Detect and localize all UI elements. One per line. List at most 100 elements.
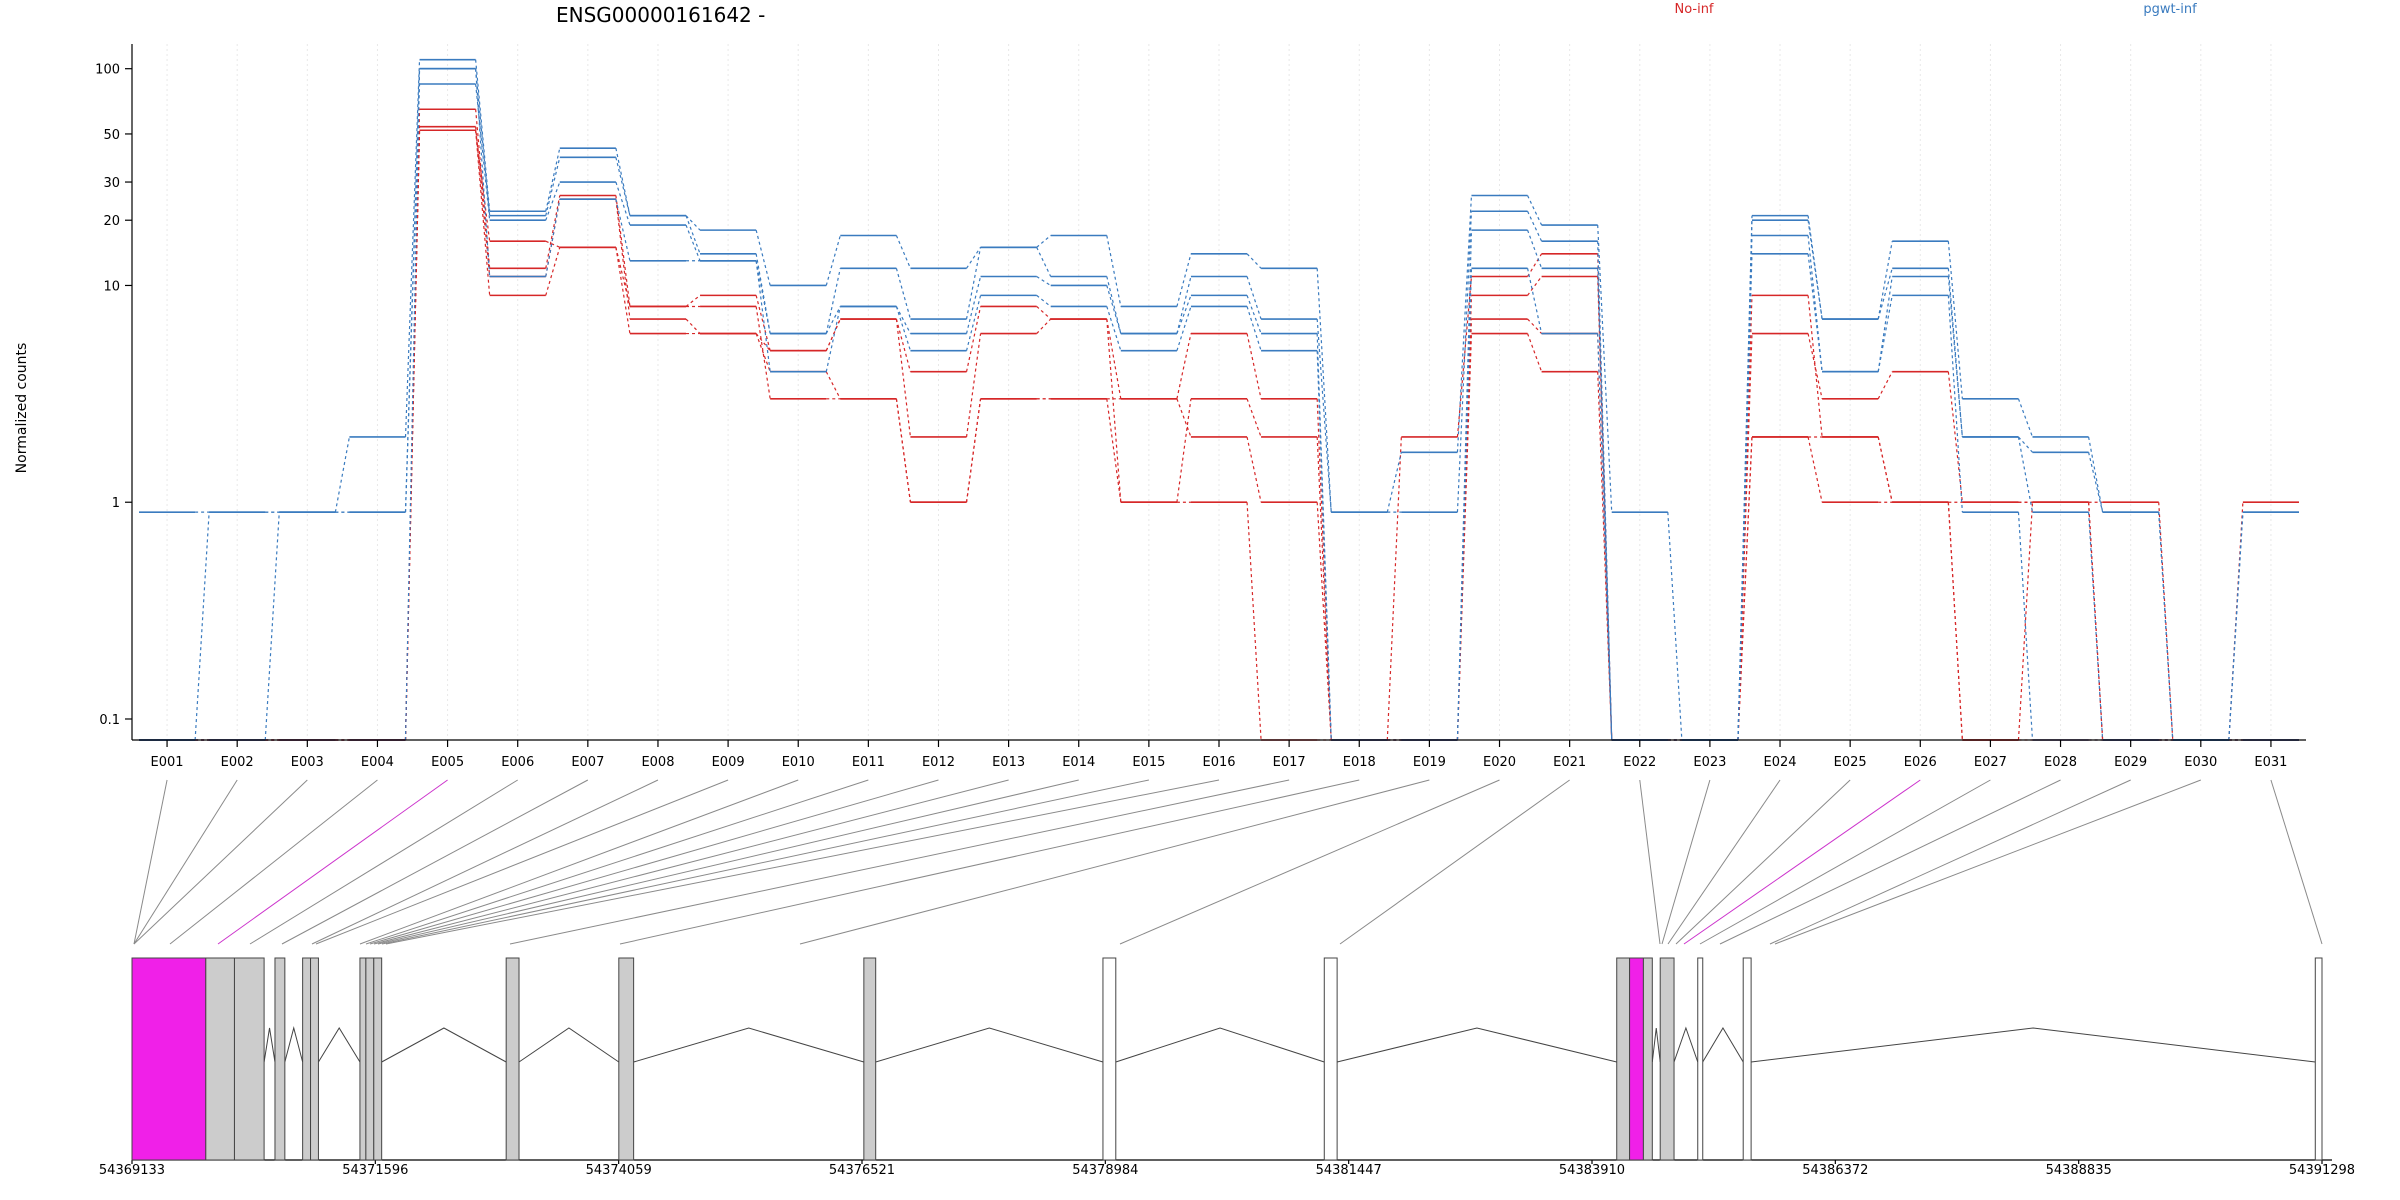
- series-connector: [965, 333, 982, 438]
- series-connector: [965, 276, 982, 334]
- series-connector: [1106, 235, 1122, 307]
- series-connector: [1807, 295, 1823, 438]
- series-connector: [1737, 436, 1753, 741]
- series-connector: [895, 398, 912, 503]
- axis-layer: 0.1 1 10 20 30 50 100 E001 E002 E003 E004 E005 E006 E…: [95, 44, 2306, 770]
- series-connector: [965, 398, 982, 503]
- y-tick-label: 100: [95, 63, 120, 78]
- series-connector: [1176, 295, 1192, 334]
- x-tick-label-E027: E027: [1974, 755, 2007, 770]
- exon-connector-E003: [133, 779, 308, 945]
- intron-line: [518, 1027, 620, 1063]
- exon-connector-E008: [311, 779, 659, 945]
- series-connector: [825, 318, 841, 351]
- intron-line: [1702, 1027, 1744, 1063]
- series-connector: [1877, 241, 1893, 320]
- exon-box-5: [302, 957, 312, 1161]
- series-connector: [2017, 436, 2034, 513]
- series-connector: [1527, 253, 1543, 277]
- x-tick-label-E019: E019: [1413, 755, 1446, 770]
- series-connector: [615, 157, 631, 216]
- x-tick-label-E029: E029: [2114, 755, 2147, 770]
- x-tick-label-E015: E015: [1132, 755, 1165, 770]
- x-tick-label-E022: E022: [1623, 755, 1656, 770]
- x-tick-label-E026: E026: [1904, 755, 1937, 770]
- coordinate-label: 54369133: [99, 1163, 165, 1178]
- exon-connector-E004: [169, 779, 378, 945]
- series-connector: [2088, 452, 2104, 513]
- exon-box-21: [2314, 957, 2323, 1161]
- series-connector: [1807, 333, 1823, 399]
- series-connector: [755, 229, 771, 286]
- series-connector: [1456, 230, 1473, 741]
- series-connector: [1947, 502, 1963, 741]
- series-connector: [1527, 229, 1543, 269]
- intron-line: [1673, 1026, 1699, 1063]
- series-connector: [1877, 436, 1893, 503]
- series-connector: [264, 512, 280, 741]
- series-connector: [2088, 436, 2104, 513]
- series-connector: [1176, 398, 1192, 503]
- legend-pgwt-inf: pgwt-inf: [2143, 2, 2197, 17]
- exon-connector-E015: [381, 779, 1149, 945]
- series-connector: [895, 235, 911, 269]
- series-connector: [1106, 276, 1122, 334]
- exon-box-10: [505, 957, 520, 1161]
- exon-box-17: [1642, 957, 1653, 1161]
- series-connector: [1106, 398, 1122, 503]
- series-connector: [825, 318, 841, 351]
- legend-no-inf: No-inf: [1674, 2, 1713, 17]
- exon-box-20: [1742, 957, 1752, 1161]
- x-tick-label-E011: E011: [852, 755, 885, 770]
- series-connector: [1246, 306, 1262, 351]
- series-pgwt-inf-6: [139, 83, 2299, 741]
- intron-line: [1115, 1027, 1325, 1063]
- exon-box-16: [1629, 957, 1644, 1161]
- series-connector: [1246, 502, 1262, 741]
- x-tick-label-E004: E004: [361, 755, 394, 770]
- series-connector: [825, 268, 841, 334]
- series-connector: [475, 59, 491, 212]
- series-connector: [1527, 333, 1543, 372]
- series-connector: [755, 333, 771, 372]
- coordinate-label: 54388835: [2046, 1163, 2112, 1178]
- exon-box-4: [274, 957, 286, 1161]
- grid-layer: [166, 44, 2272, 740]
- coordinate-label: 54391298: [2289, 1163, 2355, 1178]
- series-connector: [1246, 253, 1262, 269]
- series-connector: [1947, 502, 1963, 741]
- series-connector: [1036, 235, 1052, 248]
- exon-connector-E001: [133, 779, 168, 945]
- coordinate-label: 54374059: [586, 1163, 652, 1178]
- series-connector: [1947, 241, 1963, 399]
- series-connector: [965, 247, 982, 320]
- exon-connector-E026: [1683, 779, 1921, 945]
- series-connector: [1176, 398, 1192, 438]
- series-connector: [2228, 502, 2244, 741]
- series-connector: [475, 130, 491, 242]
- exon-box-19: [1697, 957, 1704, 1161]
- series-connector: [1877, 295, 1893, 372]
- series-connector: [2017, 502, 2034, 741]
- series-connector: [1036, 275, 1052, 286]
- exon-connector-E023: [1661, 779, 1711, 945]
- exon-connector-E029: [1769, 779, 2131, 945]
- x-tick-label-E021: E021: [1553, 755, 1586, 770]
- series-connector: [2088, 512, 2104, 741]
- x-tick-label-E007: E007: [571, 755, 604, 770]
- exon-connector-E007: [281, 779, 589, 945]
- exon-connector-E030: [1774, 779, 2201, 945]
- exon-box-12: [863, 957, 877, 1161]
- x-tick-label-E010: E010: [782, 755, 815, 770]
- series-connector: [895, 268, 912, 320]
- exon-box-9: [373, 957, 383, 1161]
- y-tick-label: 30: [103, 176, 120, 191]
- y-tick-label: 1: [112, 496, 120, 511]
- gene-model: 54369133 54371596 54374059 54376521 54378984…: [99, 957, 2355, 1178]
- exon-connector-E022: [1639, 779, 1661, 945]
- exon-connector-E009: [315, 779, 729, 945]
- x-tick-label-E031: E031: [2254, 755, 2287, 770]
- y-tick-label: 0.1: [99, 713, 120, 728]
- exon-connector-E010: [359, 779, 799, 945]
- series-No-inf-1: [139, 125, 2299, 741]
